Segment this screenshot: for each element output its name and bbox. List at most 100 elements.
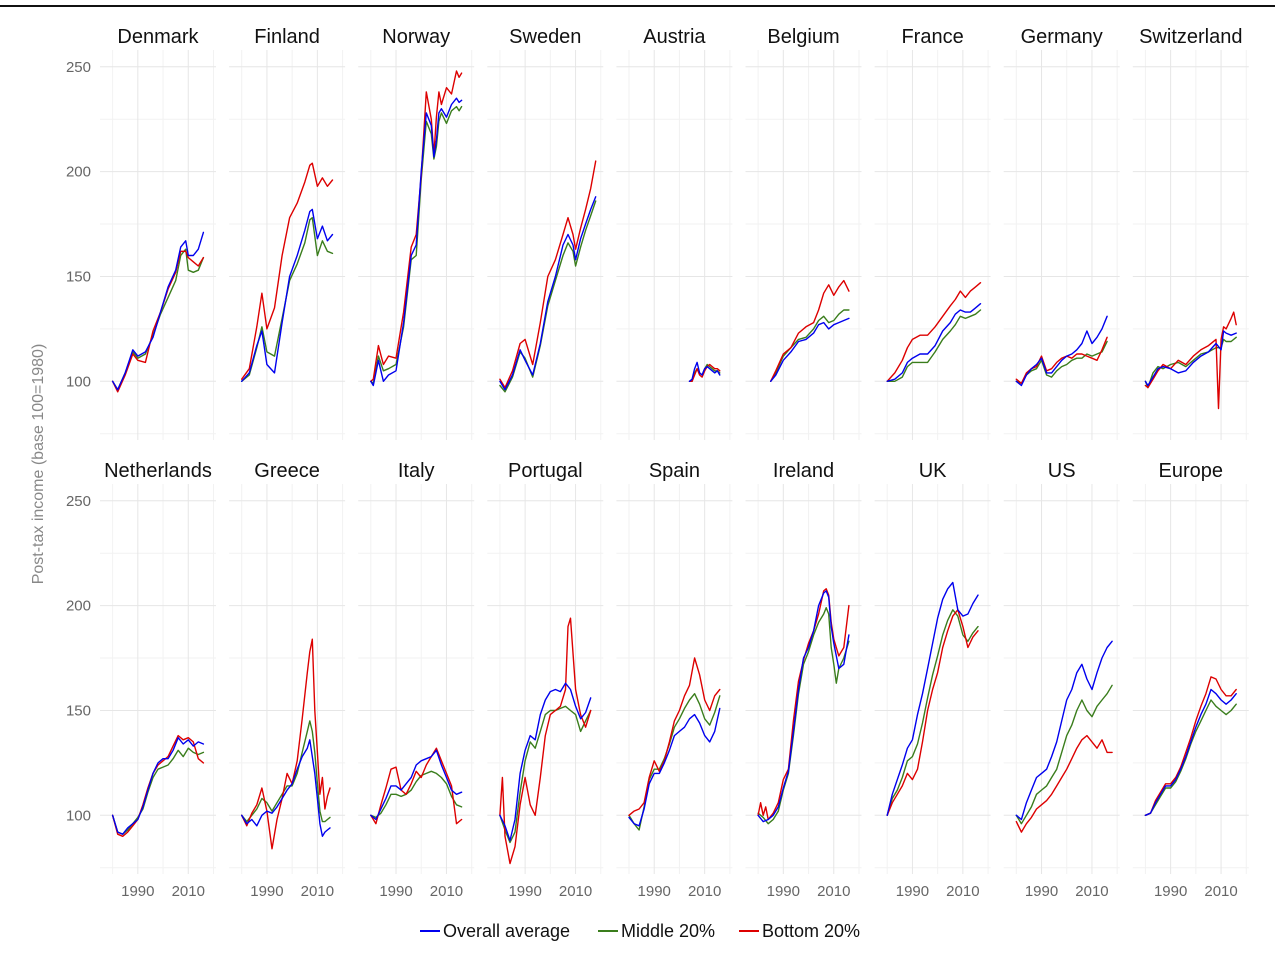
panel-title: Switzerland [1139, 26, 1242, 48]
series-line-middle-20 [370, 770, 463, 819]
panel-uk: UK 1990 2010 [874, 460, 991, 900]
panel-title: Sweden [509, 26, 581, 48]
panel-portugal: Portugal 1990 2010 [487, 460, 604, 900]
x-tick-label: 1990 [379, 883, 412, 900]
panel-title: Norway [382, 26, 450, 48]
series-line-overall-average [770, 317, 850, 382]
panel-sweden: Sweden [487, 26, 604, 440]
series-line-middle-20 [757, 607, 850, 825]
series-line-bottom-20 [1015, 734, 1113, 833]
series-line-overall-average [1144, 330, 1237, 387]
series-line-overall-average [370, 97, 463, 387]
panel-finland: Finland [229, 26, 346, 440]
series-line-overall-average [240, 739, 331, 837]
y-tick-label: 250 [66, 59, 91, 76]
series-line-overall-average [111, 737, 205, 835]
panel-europe: Europe 1990 2010 [1132, 460, 1249, 900]
panel-title: Europe [1159, 460, 1224, 482]
y-tick-label: 100 [66, 373, 91, 390]
series-line-middle-20 [1144, 336, 1237, 389]
y-tick-label: 200 [66, 598, 91, 615]
series-line-overall-average [886, 303, 982, 382]
x-tick-label: 2010 [430, 883, 463, 900]
series-line-overall-average [240, 208, 334, 382]
series-line-overall-average [111, 231, 205, 391]
x-tick-label: 2010 [559, 883, 592, 900]
panel-belgium: Belgium [745, 26, 862, 440]
y-axis-label: Post-tax income (base 100=1980) [30, 344, 47, 585]
y-tick-label: 200 [66, 164, 91, 181]
series-line-overall-average [1015, 315, 1108, 387]
panel-title: Netherlands [104, 460, 212, 482]
series-line-bottom-20 [111, 734, 205, 837]
x-tick-label: 1990 [121, 883, 154, 900]
panel-norway: Norway [358, 26, 475, 440]
x-tick-label: 2010 [688, 883, 721, 900]
panel-spain: Spain 1990 2010 [616, 460, 733, 900]
series-line-middle-20 [886, 309, 982, 382]
x-tick-label: 2010 [301, 883, 334, 900]
x-tick-label: 1990 [508, 883, 541, 900]
legend-item-bottom-20: Bottom 20% [739, 921, 860, 941]
series-line-overall-average [688, 361, 721, 382]
x-tick-label: 1990 [638, 883, 671, 900]
x-tick-label: 2010 [1204, 883, 1237, 900]
series-line-bottom-20 [757, 588, 850, 821]
series-line-bottom-20 [240, 162, 334, 380]
panel-title: France [901, 26, 963, 48]
panel-title: Denmark [117, 26, 199, 48]
panel-france: France [874, 26, 991, 440]
y-tick-label: 150 [66, 702, 91, 719]
panel-title: Greece [254, 460, 320, 482]
x-tick-label: 2010 [946, 883, 979, 900]
series-line-overall-average [628, 707, 721, 827]
series-line-middle-20 [111, 747, 205, 835]
panel-us: US 1990 2010 [1003, 460, 1120, 900]
series-line-bottom-20 [688, 363, 721, 382]
series-line-overall-average [1015, 640, 1113, 821]
series-line-bottom-20 [886, 609, 979, 816]
panel-title: Spain [649, 460, 700, 482]
legend: Overall average Middle 20% Bottom 20% [420, 921, 860, 941]
panels-group: Denmark 100 150 200 250 Finland Norway Sweden Au… [66, 26, 1249, 900]
series-line-bottom-20 [628, 657, 721, 816]
series-line-middle-20 [770, 309, 850, 382]
panel-title: Portugal [508, 460, 583, 482]
x-tick-label: 1990 [1154, 883, 1187, 900]
legend-label: Overall average [443, 921, 570, 941]
series-line-overall-average [1144, 688, 1237, 816]
x-tick-label: 1990 [1025, 883, 1058, 900]
y-tick-label: 100 [66, 807, 91, 824]
x-tick-label: 2010 [1075, 883, 1108, 900]
series-line-bottom-20 [499, 617, 592, 865]
series-line-overall-average [757, 590, 850, 823]
series-line-middle-20 [886, 609, 979, 816]
panel-title: Belgium [767, 26, 839, 48]
series-line-middle-20 [1015, 684, 1113, 825]
panel-title: Finland [254, 26, 320, 48]
panel-switzerland: Switzerland [1132, 26, 1249, 440]
series-line-middle-20 [240, 720, 331, 823]
x-tick-label: 2010 [817, 883, 850, 900]
series-line-bottom-20 [499, 160, 597, 389]
series-line-bottom-20 [1144, 311, 1237, 410]
series-line-overall-average [499, 682, 592, 842]
panel-denmark: Denmark 100 150 200 250 [66, 26, 216, 440]
x-tick-label: 2010 [172, 883, 205, 900]
panel-title: Italy [398, 460, 435, 482]
panel-title: US [1048, 460, 1076, 482]
series-line-bottom-20 [240, 638, 331, 850]
panel-title: UK [919, 460, 947, 482]
series-line-overall-average [499, 196, 597, 391]
series-line-overall-average [886, 581, 979, 816]
panel-title: Ireland [773, 460, 834, 482]
panel-greece: Greece 1990 2010 [229, 460, 346, 900]
series-line-middle-20 [499, 705, 592, 844]
x-tick-label: 1990 [767, 883, 800, 900]
series-line-bottom-20 [770, 279, 850, 382]
series-line-overall-average [370, 749, 463, 821]
series-line-bottom-20 [1144, 676, 1237, 816]
top-rule [0, 5, 1275, 7]
y-tick-label: 150 [66, 268, 91, 285]
